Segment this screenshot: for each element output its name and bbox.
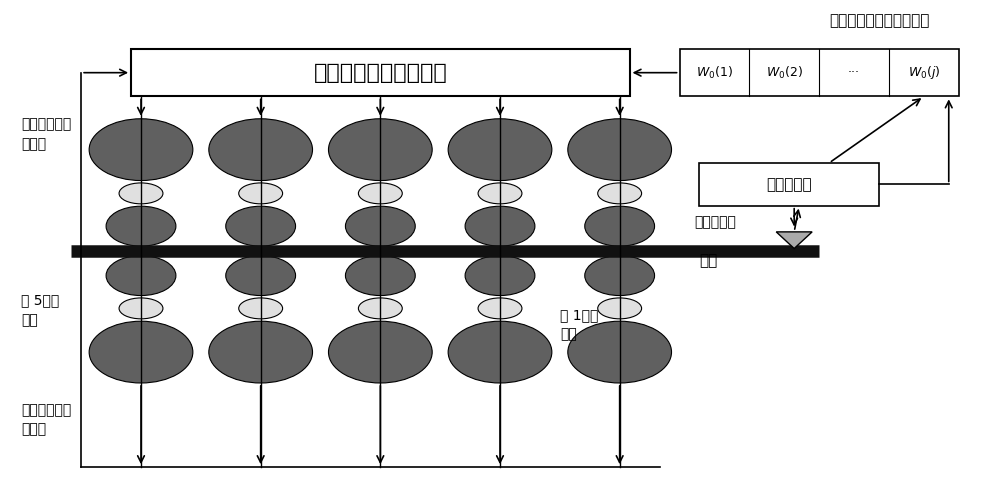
Ellipse shape [106, 256, 176, 295]
Ellipse shape [358, 298, 402, 319]
Text: 第 5机架
轧机: 第 5机架 轧机 [21, 293, 60, 327]
Text: $W_0(2)$: $W_0(2)$ [766, 65, 803, 81]
Ellipse shape [585, 206, 655, 246]
Bar [699, 163, 879, 206]
Text: $W_0(1)$: $W_0(1)$ [696, 65, 733, 81]
Text: 带钢: 带钢 [699, 253, 718, 268]
Ellipse shape [209, 119, 313, 181]
Ellipse shape [345, 256, 415, 295]
Bar [131, 49, 630, 97]
Ellipse shape [478, 298, 522, 319]
Ellipse shape [328, 321, 432, 383]
Ellipse shape [119, 183, 163, 204]
Ellipse shape [448, 321, 552, 383]
Ellipse shape [209, 321, 313, 383]
Ellipse shape [598, 298, 642, 319]
Ellipse shape [465, 256, 535, 295]
Text: 宽度检测仪: 宽度检测仪 [694, 216, 736, 229]
Text: 第 1机架
轧机: 第 1机架 轧机 [560, 308, 598, 341]
Ellipse shape [239, 298, 283, 319]
Ellipse shape [598, 183, 642, 204]
Bar [680, 49, 959, 97]
Ellipse shape [585, 256, 655, 295]
Ellipse shape [239, 183, 283, 204]
Ellipse shape [89, 321, 193, 383]
Ellipse shape [448, 119, 552, 181]
Ellipse shape [328, 119, 432, 181]
Text: 板形调节机构
补充量: 板形调节机构 补充量 [21, 118, 72, 151]
Text: $W_0(j)$: $W_0(j)$ [908, 64, 940, 81]
Ellipse shape [478, 183, 522, 204]
Ellipse shape [226, 206, 296, 246]
Ellipse shape [568, 119, 672, 181]
Text: ···: ··· [848, 66, 860, 79]
Ellipse shape [89, 119, 193, 181]
Text: 来料带钢位置跟踪移位表: 来料带钢位置跟踪移位表 [829, 13, 929, 28]
Ellipse shape [568, 321, 672, 383]
Ellipse shape [226, 256, 296, 295]
Ellipse shape [119, 298, 163, 319]
Text: 轧制工艺参数
实测值: 轧制工艺参数 实测值 [21, 403, 72, 436]
Text: 带钢宽度自动控制模型: 带钢宽度自动控制模型 [313, 63, 447, 83]
Ellipse shape [358, 183, 402, 204]
Polygon shape [776, 232, 812, 249]
Ellipse shape [465, 206, 535, 246]
Ellipse shape [345, 206, 415, 246]
Ellipse shape [106, 206, 176, 246]
Text: 宽度实测值: 宽度实测值 [766, 177, 812, 192]
